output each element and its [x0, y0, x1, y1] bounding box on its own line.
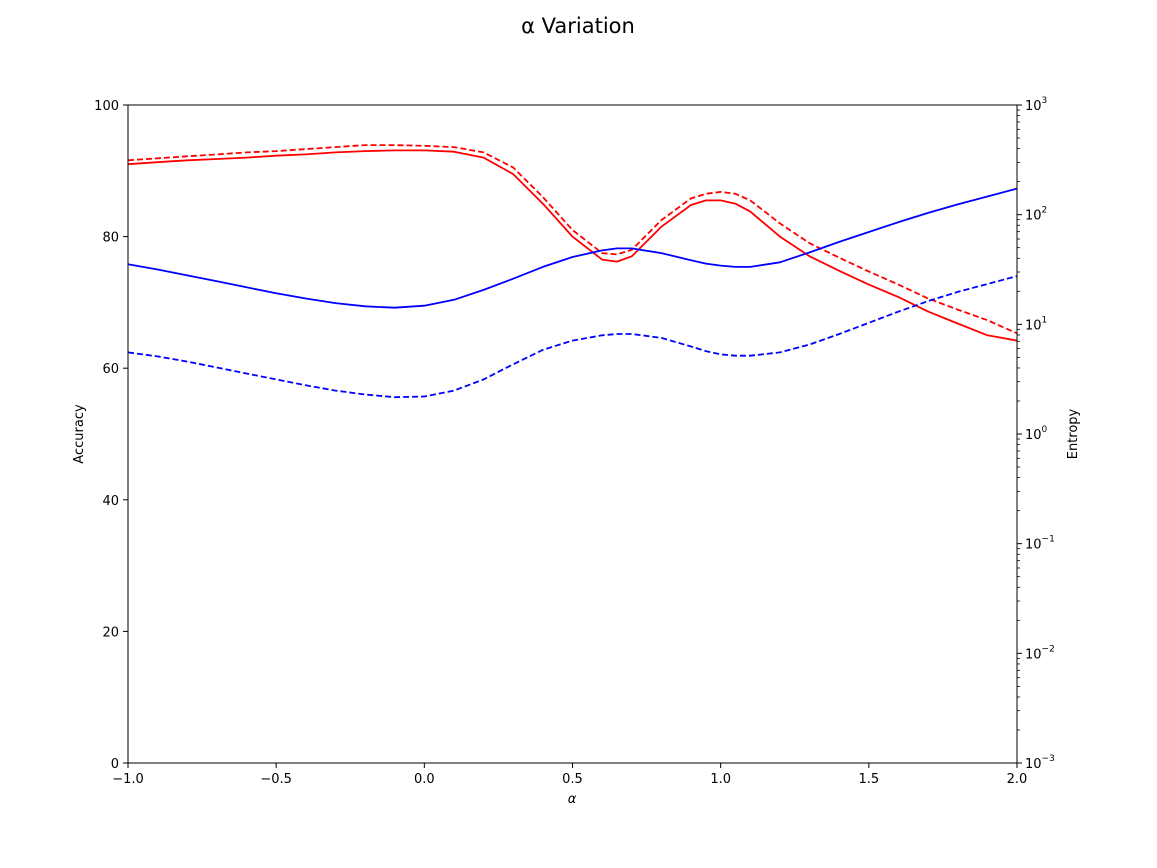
x-tick-label-1: −0.5 — [260, 772, 292, 787]
y-axis-left: 0 20 40 60 80 100 — [94, 99, 128, 772]
y2-tick-exponent-1: −2 — [1042, 644, 1055, 654]
series-line-2 — [127, 187, 1018, 309]
y-axis-title: Accuracy — [72, 404, 87, 464]
y-tick-label-2: 40 — [102, 494, 119, 509]
y2-tick-base-2: 10 — [1025, 538, 1042, 553]
y2-axis-title: Entropy — [1066, 408, 1081, 459]
x-tick-label-4: 1.0 — [710, 772, 731, 787]
y2-tick-exponent-5: 2 — [1042, 206, 1048, 216]
series-layer — [127, 144, 1018, 399]
y2-tick-base-3: 10 — [1025, 428, 1042, 443]
y2-tick-base-4: 10 — [1025, 318, 1042, 333]
y2-tick-label-0: 10−3 — [1025, 754, 1055, 772]
x-tick-label-0: −1.0 — [112, 772, 144, 787]
series-line-3 — [127, 275, 1018, 399]
y2-tick-label-3: 100 — [1025, 425, 1048, 443]
x-axis-title: α — [568, 792, 577, 807]
y-tick-label-3: 60 — [102, 362, 119, 377]
y2-tick-base-0: 10 — [1025, 757, 1042, 772]
y2-tick-label-5: 102 — [1025, 206, 1047, 224]
y2-tick-label-6: 103 — [1025, 96, 1047, 114]
y2-tick-exponent-3: 0 — [1042, 425, 1048, 435]
y-tick-label-0: 0 — [111, 757, 119, 772]
y2-tick-exponent-4: 1 — [1042, 315, 1048, 325]
x-tick-label-6: 2.0 — [1007, 772, 1028, 787]
y-tick-label-5: 100 — [94, 99, 119, 114]
y2-tick-exponent-6: 3 — [1042, 96, 1048, 106]
series-line-0 — [127, 149, 1018, 342]
y-tick-label-4: 80 — [102, 231, 119, 246]
chart-title: α Variation — [521, 14, 635, 38]
y2-tick-base-5: 10 — [1025, 209, 1042, 224]
x-axis: −1.0 −0.5 0.0 0.5 1.0 1.5 2.0 — [112, 763, 1027, 787]
y2-tick-base-1: 10 — [1025, 647, 1042, 662]
y2-tick-label-2: 10−1 — [1025, 535, 1055, 553]
x-tick-label-2: 0.0 — [414, 772, 435, 787]
x-tick-label-5: 1.5 — [858, 772, 879, 787]
y2-tick-label-4: 101 — [1025, 315, 1047, 333]
y2-tick-exponent-0: −3 — [1042, 754, 1055, 764]
y-tick-label-1: 20 — [102, 625, 119, 640]
y2-tick-exponent-2: −1 — [1042, 535, 1055, 545]
series-line-1 — [127, 144, 1018, 335]
x-tick-label-3: 0.5 — [562, 772, 583, 787]
y2-tick-base-6: 10 — [1025, 99, 1042, 114]
y2-tick-label-1: 10−2 — [1025, 644, 1055, 662]
